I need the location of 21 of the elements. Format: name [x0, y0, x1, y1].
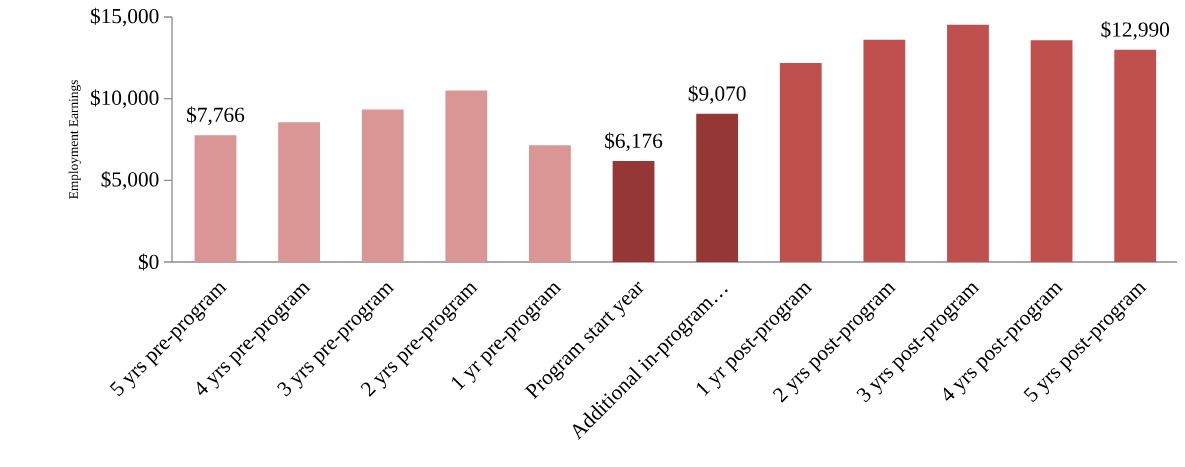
bar — [361, 109, 404, 262]
bar — [779, 62, 822, 262]
data-label: $12,990 — [1101, 21, 1170, 40]
bar — [1114, 49, 1157, 262]
bar — [445, 90, 488, 262]
data-label: $9,070 — [688, 85, 746, 104]
y-tick-label: $15,000 — [90, 7, 159, 27]
bar — [696, 113, 739, 262]
bar — [1030, 40, 1073, 262]
bar — [278, 122, 320, 262]
bar — [194, 135, 237, 262]
bar — [529, 145, 571, 262]
bar — [863, 39, 906, 262]
bar — [612, 161, 655, 262]
y-tick-label: $0 — [138, 253, 159, 271]
y-tick-label: $5,000 — [101, 170, 159, 190]
bar — [947, 24, 989, 262]
data-label: $6,176 — [605, 132, 663, 152]
y-axis-title: Employment Earnings — [68, 80, 81, 199]
data-label: $7,766 — [187, 106, 245, 126]
y-tick-label: $10,000 — [90, 89, 159, 109]
